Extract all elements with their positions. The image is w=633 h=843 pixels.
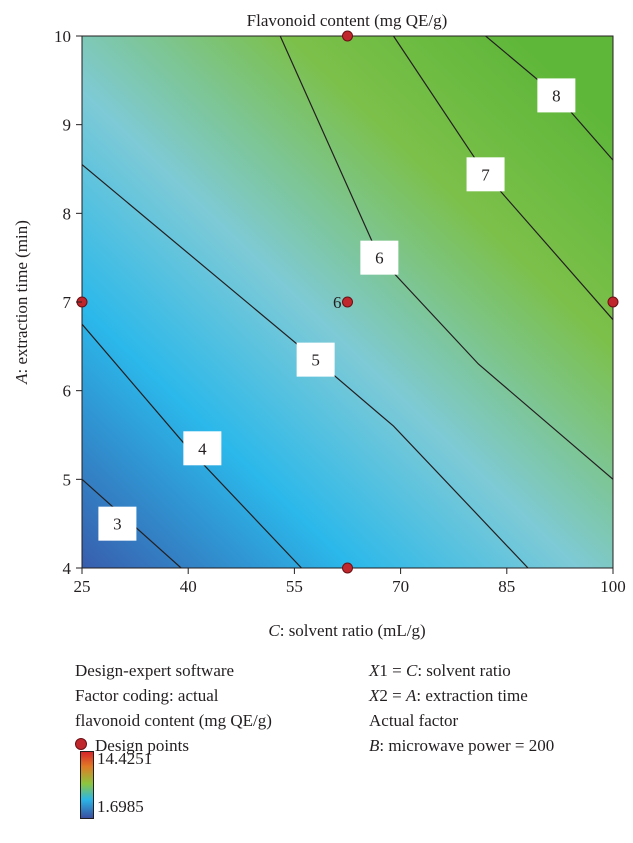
contour-label-7: 7 bbox=[481, 165, 490, 184]
contour-label-box-3 bbox=[98, 506, 137, 541]
actual-factor-label: Actual factor bbox=[369, 711, 459, 730]
x1-definition: X1 = C: solvent ratio bbox=[369, 658, 554, 683]
y-tick-label: 7 bbox=[63, 293, 72, 312]
contour-chart: 3 4 5 6 7 8 6 25 40 55 70 85 100 4 5 6 7 8 9 10 Flavonoi… bbox=[12, 11, 626, 640]
contour-line-6 bbox=[279, 36, 613, 480]
x-tick-label: 40 bbox=[180, 577, 197, 596]
x1-prefix: 1 = bbox=[379, 661, 406, 680]
x2-text: : extraction time bbox=[416, 686, 528, 705]
contour-labels: 3 4 5 6 7 8 bbox=[98, 78, 576, 541]
colorbar-max-label: 14.4251 bbox=[97, 749, 153, 768]
fixed-factor-var: B bbox=[369, 736, 380, 755]
factor-coding-label: Factor coding: actual bbox=[75, 686, 219, 705]
fixed-factor: B: microwave power = 200 bbox=[369, 733, 554, 758]
x1-var: C bbox=[405, 661, 418, 680]
x-axis-ticks: 25 40 55 70 85 100 bbox=[74, 568, 626, 596]
fixed-factor-text: : microwave power = 200 bbox=[379, 736, 555, 755]
design-points-legend: Design points bbox=[75, 733, 272, 758]
colorbar bbox=[80, 751, 94, 819]
x-tick-label: 55 bbox=[286, 577, 303, 596]
x2-prefix: 2 = bbox=[379, 686, 406, 705]
y-axis-label-var: A bbox=[12, 373, 31, 385]
center-point-count: 6 bbox=[333, 293, 342, 312]
contour-label-4: 4 bbox=[198, 439, 207, 458]
design-point-3 bbox=[342, 296, 353, 308]
response-label: flavonoid content (mg QE/g) bbox=[75, 711, 272, 730]
y-axis-label-text: : extraction time (min) bbox=[12, 220, 31, 373]
chart-title: Flavonoid content (mg QE/g) bbox=[247, 11, 448, 30]
contour-line-5 bbox=[82, 164, 529, 568]
y-axis-label: A: extraction time (min) bbox=[12, 220, 31, 385]
contour-label-box-8 bbox=[537, 78, 576, 113]
x1-symbol: X bbox=[369, 661, 380, 680]
design-point-4 bbox=[607, 296, 619, 308]
x2-symbol: X bbox=[369, 686, 380, 705]
y-tick-label: 9 bbox=[63, 116, 72, 135]
y-tick-label: 10 bbox=[54, 27, 71, 46]
design-point-1 bbox=[342, 30, 353, 42]
x-tick-label: 25 bbox=[74, 577, 91, 596]
design-point-marker-icon bbox=[75, 738, 87, 750]
legend-right: X1 = C: solvent ratio X2 = A: extraction… bbox=[369, 658, 554, 758]
y-tick-label: 8 bbox=[63, 204, 72, 223]
x2-var: A bbox=[405, 686, 417, 705]
design-point-5 bbox=[342, 562, 353, 574]
x2-definition: X2 = A: extraction time bbox=[369, 683, 554, 708]
design-points-legend-label: Design points bbox=[95, 736, 189, 755]
x-axis-label: C: solvent ratio (mL/g) bbox=[268, 621, 425, 640]
y-tick-label: 4 bbox=[63, 559, 72, 578]
contour-label-box-4 bbox=[183, 431, 222, 466]
contour-label-box-6 bbox=[360, 240, 399, 275]
contour-label-box-7 bbox=[466, 157, 505, 192]
contour-label-5: 5 bbox=[311, 351, 320, 370]
contour-label-3: 3 bbox=[113, 515, 122, 534]
software-label: Design-expert software bbox=[75, 661, 235, 680]
contour-label-box-5 bbox=[296, 342, 335, 377]
colorbar-min-label: 1.6985 bbox=[97, 797, 144, 816]
contour-label-8: 8 bbox=[552, 86, 561, 105]
x-axis-label-var: C bbox=[268, 621, 280, 640]
x-axis-label-text: : solvent ratio (mL/g) bbox=[280, 621, 426, 640]
x-tick-label: 100 bbox=[600, 577, 626, 596]
x-tick-label: 85 bbox=[498, 577, 515, 596]
x-tick-label: 70 bbox=[392, 577, 409, 596]
contour-label-6: 6 bbox=[375, 249, 384, 268]
y-tick-label: 6 bbox=[63, 382, 72, 401]
x1-text: : solvent ratio bbox=[417, 661, 511, 680]
legend-left: Design-expert software Factor coding: ac… bbox=[75, 658, 272, 758]
y-axis-ticks: 4 5 6 7 8 9 10 bbox=[54, 27, 82, 578]
y-tick-label: 5 bbox=[63, 470, 72, 489]
